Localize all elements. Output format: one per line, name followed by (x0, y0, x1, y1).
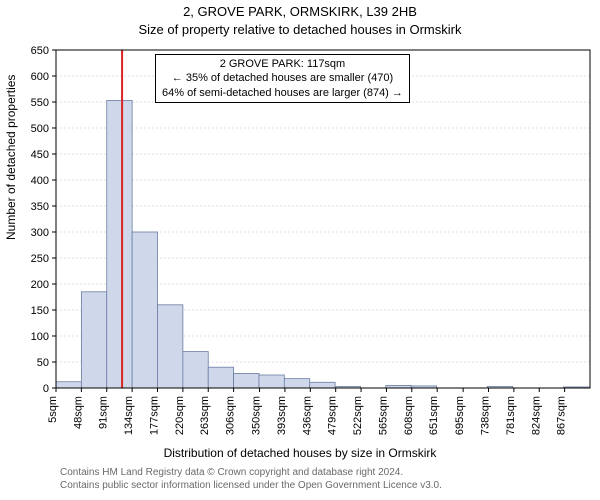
callout-line-property: 2 GROVE PARK: 117sqm (162, 57, 403, 71)
svg-text:300: 300 (31, 227, 49, 239)
svg-text:695sqm: 695sqm (454, 396, 466, 435)
callout-line-smaller: ← 35% of detached houses are smaller (47… (162, 71, 403, 85)
svg-text:220sqm: 220sqm (174, 396, 186, 435)
svg-text:450: 450 (31, 149, 49, 161)
credits: Contains HM Land Registry data © Crown c… (60, 466, 442, 492)
svg-text:650: 650 (31, 45, 49, 57)
svg-text:50: 50 (37, 357, 49, 369)
svg-text:150: 150 (31, 305, 49, 317)
x-axis-label: Distribution of detached houses by size … (164, 446, 437, 460)
svg-text:600: 600 (31, 71, 49, 83)
svg-text:263sqm: 263sqm (199, 396, 211, 435)
credits-line2: Contains public sector information licen… (60, 479, 442, 492)
svg-text:824sqm: 824sqm (530, 396, 542, 435)
svg-text:5sqm: 5sqm (47, 396, 59, 423)
svg-text:200: 200 (31, 279, 49, 291)
svg-text:393sqm: 393sqm (276, 396, 288, 435)
svg-text:867sqm: 867sqm (556, 396, 568, 435)
svg-text:350sqm: 350sqm (251, 396, 263, 435)
svg-text:550: 550 (31, 97, 49, 109)
svg-text:0: 0 (43, 383, 49, 395)
svg-text:134sqm: 134sqm (123, 396, 135, 435)
svg-text:177sqm: 177sqm (148, 396, 160, 435)
svg-text:100: 100 (31, 331, 49, 343)
svg-text:738sqm: 738sqm (480, 396, 492, 435)
svg-text:608sqm: 608sqm (403, 396, 415, 435)
chart-title-desc: Size of property relative to detached ho… (0, 22, 600, 37)
chart-title-address: 2, GROVE PARK, ORMSKIRK, L39 2HB (0, 4, 600, 19)
svg-text:565sqm: 565sqm (377, 396, 389, 435)
svg-text:781sqm: 781sqm (505, 396, 517, 435)
marker-callout-box: 2 GROVE PARK: 117sqm ← 35% of detached h… (155, 54, 410, 103)
svg-text:479sqm: 479sqm (327, 396, 339, 435)
svg-text:350: 350 (31, 201, 49, 213)
svg-text:400: 400 (31, 175, 49, 187)
credits-line1: Contains HM Land Registry data © Crown c… (60, 466, 442, 479)
svg-text:522sqm: 522sqm (352, 396, 364, 435)
svg-text:250: 250 (31, 253, 49, 265)
svg-text:48sqm: 48sqm (72, 396, 84, 429)
svg-text:436sqm: 436sqm (301, 396, 313, 435)
svg-text:91sqm: 91sqm (98, 396, 110, 429)
svg-text:651sqm: 651sqm (428, 396, 440, 435)
svg-text:306sqm: 306sqm (225, 396, 237, 435)
svg-text:500: 500 (31, 123, 49, 135)
callout-line-larger: 64% of semi-detached houses are larger (… (162, 86, 403, 100)
